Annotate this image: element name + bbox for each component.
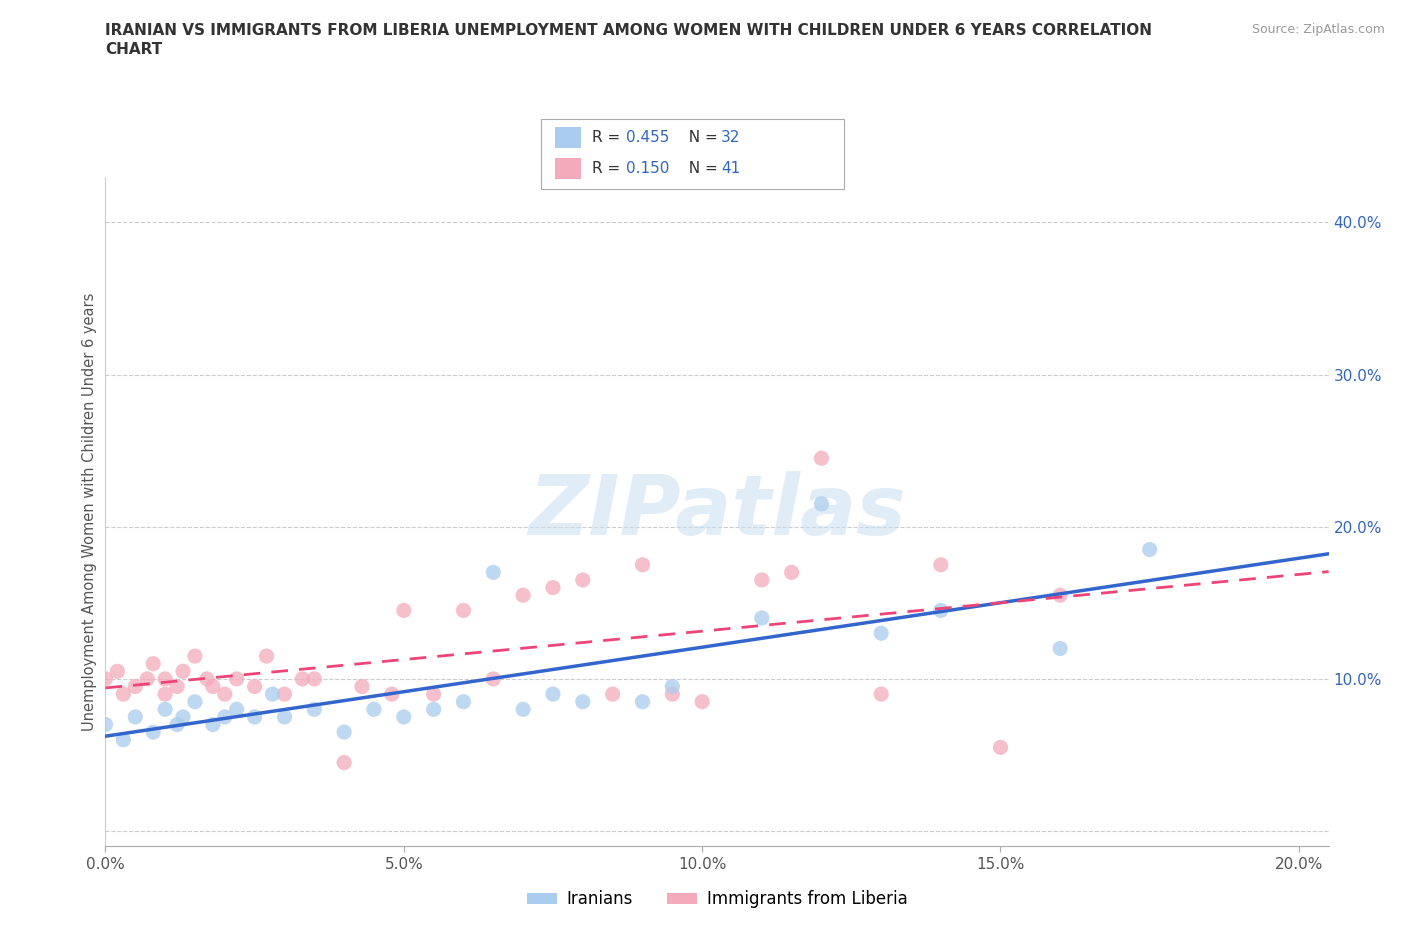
Point bbox=[482, 565, 505, 579]
Point bbox=[1049, 588, 1071, 603]
Point bbox=[195, 671, 218, 686]
Point bbox=[333, 724, 356, 739]
Point bbox=[780, 565, 803, 579]
Point bbox=[256, 648, 278, 663]
Point bbox=[214, 710, 236, 724]
Point bbox=[225, 671, 247, 686]
Text: 0.150: 0.150 bbox=[626, 161, 669, 176]
Point bbox=[929, 603, 952, 618]
Text: R =: R = bbox=[592, 130, 626, 145]
Point bbox=[751, 573, 773, 588]
Point bbox=[363, 702, 385, 717]
Point bbox=[661, 686, 683, 701]
Point bbox=[304, 702, 326, 717]
Point bbox=[453, 695, 475, 710]
Text: 32: 32 bbox=[721, 130, 741, 145]
Point bbox=[94, 717, 117, 732]
Point bbox=[291, 671, 314, 686]
Point bbox=[184, 695, 207, 710]
Point bbox=[541, 580, 564, 595]
Point bbox=[112, 686, 135, 701]
Point bbox=[201, 679, 224, 694]
Text: N =: N = bbox=[679, 161, 723, 176]
Legend: Iranians, Immigrants from Liberia: Iranians, Immigrants from Liberia bbox=[520, 884, 914, 915]
Point bbox=[136, 671, 159, 686]
Text: N =: N = bbox=[679, 130, 723, 145]
Point bbox=[153, 686, 176, 701]
Point bbox=[1049, 641, 1071, 656]
Point bbox=[1139, 542, 1161, 557]
Point bbox=[810, 497, 832, 512]
Point bbox=[602, 686, 624, 701]
Point bbox=[572, 695, 595, 710]
Point bbox=[392, 603, 415, 618]
Point bbox=[201, 717, 224, 732]
Point bbox=[631, 557, 654, 572]
Point bbox=[124, 710, 146, 724]
Point bbox=[304, 671, 326, 686]
Point bbox=[172, 710, 194, 724]
Point bbox=[929, 557, 952, 572]
Point bbox=[661, 679, 683, 694]
Point bbox=[810, 451, 832, 466]
Point bbox=[690, 695, 713, 710]
Point bbox=[392, 710, 415, 724]
Text: 0.455: 0.455 bbox=[626, 130, 669, 145]
Text: R =: R = bbox=[592, 161, 626, 176]
Point bbox=[572, 573, 595, 588]
Point bbox=[273, 710, 295, 724]
Point bbox=[333, 755, 356, 770]
Point bbox=[172, 664, 194, 679]
Point bbox=[512, 702, 534, 717]
Point bbox=[112, 732, 135, 747]
Point bbox=[166, 679, 188, 694]
Point bbox=[243, 710, 266, 724]
Point bbox=[631, 695, 654, 710]
Point bbox=[870, 626, 893, 641]
Point bbox=[243, 679, 266, 694]
Text: ZIPatlas: ZIPatlas bbox=[529, 471, 905, 552]
Text: IRANIAN VS IMMIGRANTS FROM LIBERIA UNEMPLOYMENT AMONG WOMEN WITH CHILDREN UNDER : IRANIAN VS IMMIGRANTS FROM LIBERIA UNEMP… bbox=[105, 23, 1153, 38]
Point bbox=[142, 657, 165, 671]
Point bbox=[512, 588, 534, 603]
Point bbox=[142, 724, 165, 739]
Point bbox=[422, 702, 444, 717]
Text: CHART: CHART bbox=[105, 42, 163, 57]
Point bbox=[153, 702, 176, 717]
Point bbox=[94, 671, 117, 686]
Point bbox=[105, 664, 128, 679]
Point bbox=[453, 603, 475, 618]
Point bbox=[482, 671, 505, 686]
Point bbox=[350, 679, 373, 694]
Text: Source: ZipAtlas.com: Source: ZipAtlas.com bbox=[1251, 23, 1385, 36]
Point bbox=[184, 648, 207, 663]
Point bbox=[422, 686, 444, 701]
Point bbox=[990, 740, 1012, 755]
Point bbox=[870, 686, 893, 701]
Point bbox=[153, 671, 176, 686]
Point bbox=[262, 686, 284, 701]
Point bbox=[166, 717, 188, 732]
Point bbox=[541, 686, 564, 701]
Point bbox=[273, 686, 295, 701]
Point bbox=[225, 702, 247, 717]
Point bbox=[381, 686, 404, 701]
Text: 41: 41 bbox=[721, 161, 741, 176]
Y-axis label: Unemployment Among Women with Children Under 6 years: Unemployment Among Women with Children U… bbox=[82, 292, 97, 731]
Point bbox=[751, 611, 773, 626]
Point bbox=[124, 679, 146, 694]
Point bbox=[214, 686, 236, 701]
